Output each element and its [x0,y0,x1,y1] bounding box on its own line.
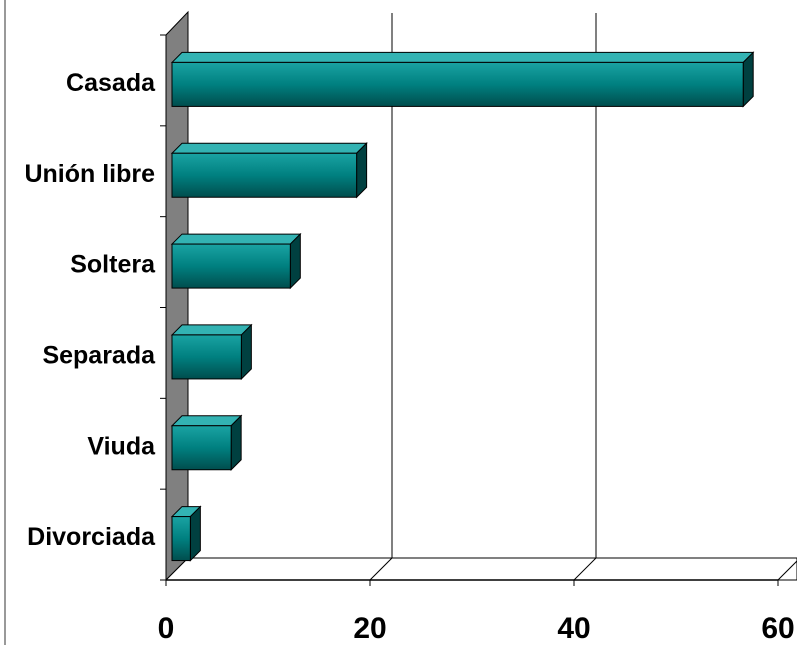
bar [170,142,368,199]
floor-grid-line [573,557,597,581]
x-tick-label: 0 [158,612,175,645]
floor-grid-line [369,557,393,581]
bar-top [170,51,755,63]
bar-side [289,232,301,290]
y-tick-label: Casada [66,69,156,97]
bar-side [189,505,201,562]
bar [170,232,302,290]
bar [170,323,253,381]
x-tick-label: 60 [761,612,794,645]
bar-top [170,233,302,245]
bar-top [170,324,253,336]
bar-side [240,323,252,381]
y-tick-label: Separada [42,342,156,370]
floor [164,557,797,581]
bar-front [171,425,232,471]
floor-grid-line [777,560,797,581]
bar-side [356,142,368,199]
bar-front [171,516,191,562]
x-tick-label: 40 [557,612,590,645]
y-tick-label: Divorciada [27,523,156,551]
bar-front [171,334,242,380]
y-tick-label: Viuda [87,432,156,460]
bar [170,51,755,108]
bar-side [230,414,242,471]
y-tick-label: Soltera [70,251,156,279]
bar-top [170,415,243,427]
bar [170,414,243,471]
bar-side [742,51,754,108]
bar [170,505,202,562]
bar-front [171,243,291,289]
x-tick-label: 20 [353,612,386,645]
bar-top [170,142,368,154]
y-tick-label: Unión libre [24,160,155,188]
bar-front [171,152,358,198]
bar-front [171,61,744,107]
